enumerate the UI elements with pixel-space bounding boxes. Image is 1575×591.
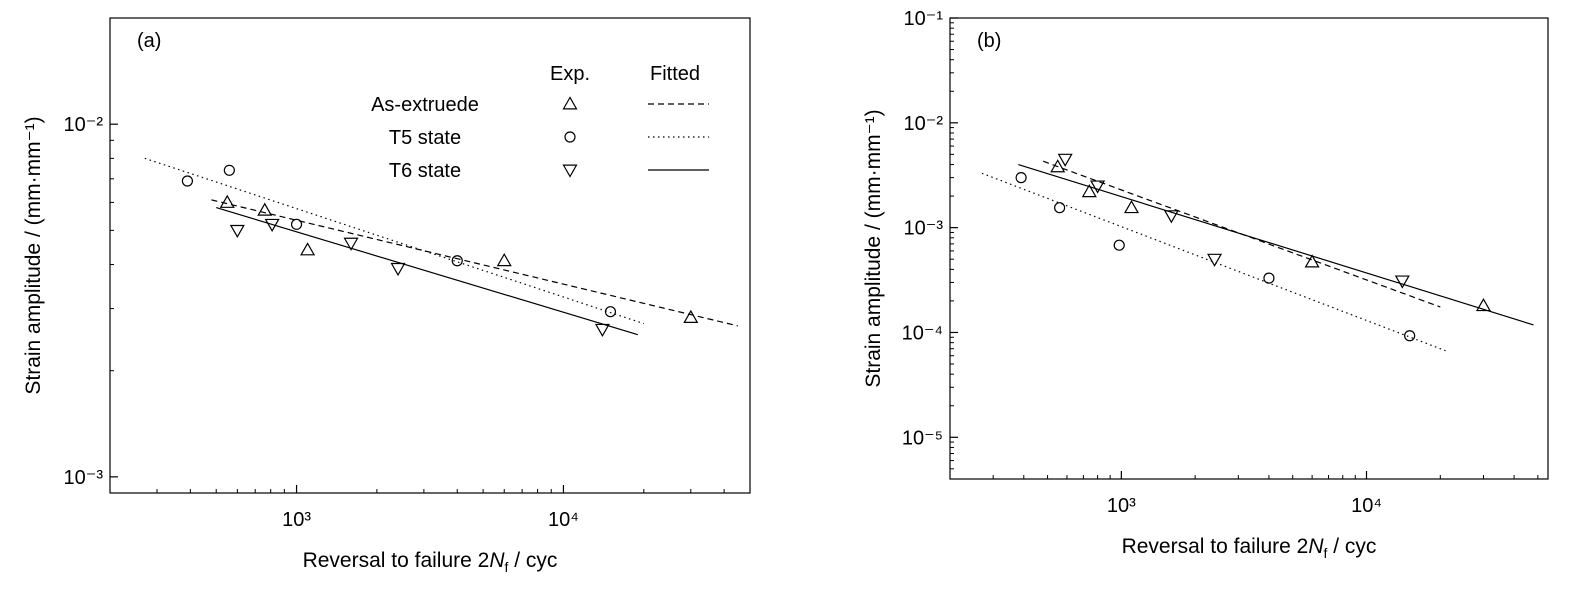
fit-line-circle	[981, 172, 1446, 352]
data-point	[1015, 172, 1027, 184]
series-triangle-up	[219, 194, 699, 323]
y-tick-label: 10⁻²	[64, 114, 104, 136]
data-point	[264, 218, 280, 233]
fit-line-circle	[144, 157, 644, 325]
data-point	[257, 202, 273, 216]
legend-label: T5 state	[389, 127, 461, 149]
data-point	[1081, 184, 1097, 198]
x-tick-label: 10³	[1107, 495, 1136, 517]
chart-panel-a: 10³ 10⁴ 10⁻³ 10⁻² Reversal to failure 2Nf / …	[22, 17, 751, 575]
x-axis-title: Reversal to failure 2Nf / cyc	[303, 549, 558, 575]
y-minor-ticks	[110, 139, 114, 494]
data-point	[290, 218, 303, 230]
data-point	[683, 309, 699, 323]
x-minor-ticks	[992, 475, 1539, 479]
series-triangle-down	[1057, 153, 1410, 289]
plot-frame	[949, 17, 1549, 480]
series-circle	[1015, 172, 1416, 342]
data-point	[223, 164, 235, 176]
series-circle	[181, 164, 617, 318]
data-point	[1207, 253, 1223, 267]
x-minor-ticks	[156, 489, 725, 493]
data-point	[1404, 330, 1416, 342]
panel-label: (a)	[137, 30, 161, 52]
fit-line-triangle-down	[216, 207, 639, 336]
data-point	[1123, 199, 1140, 214]
legend-marker	[562, 96, 578, 110]
data-point	[1475, 297, 1492, 312]
data-point	[1263, 272, 1275, 284]
y-tick-label: 10⁻³	[64, 467, 104, 489]
series-triangle-up	[1050, 159, 1492, 312]
x-tick-label: 10³	[282, 509, 311, 531]
legend-label: As-extruede	[371, 94, 479, 116]
data-point	[229, 224, 245, 239]
panel-label: (b)	[977, 30, 1001, 52]
y-minor-ticks	[950, 22, 954, 470]
y-axis-title: Strain amplitude / (mm·mm⁻¹)	[22, 116, 45, 394]
series-triangle-down	[229, 218, 610, 338]
fit-line-triangle-down	[1018, 163, 1534, 326]
data-point	[219, 194, 235, 208]
data-point	[594, 323, 610, 338]
fit-line-triangle-up	[211, 199, 738, 327]
data-point	[343, 237, 359, 251]
data-point	[1394, 275, 1410, 289]
y-axis-title: Strain amplitude / (mm·mm⁻¹)	[862, 109, 885, 387]
data-point	[1090, 180, 1106, 194]
data-point	[181, 175, 194, 187]
data-point	[1050, 159, 1066, 173]
x-tick-label: 10⁴	[548, 509, 579, 531]
data-point	[300, 242, 316, 256]
y-tick-label: 10⁻²	[904, 113, 944, 135]
data-point	[1304, 254, 1320, 268]
data-point	[1054, 202, 1066, 214]
plot-frame	[109, 17, 751, 494]
legend: Exp. Fitted As-extruede T5 state T6 state	[371, 63, 709, 182]
data-point	[1113, 239, 1125, 251]
x-axis-title: Reversal to failure 2Nf / cyc	[1122, 535, 1377, 561]
legend-marker	[564, 131, 576, 143]
x-tick-label: 10⁴	[1351, 495, 1382, 517]
y-tick-label: 10⁻³	[904, 218, 944, 240]
data-point	[390, 262, 406, 277]
legend-header-exp: Exp.	[550, 63, 590, 85]
y-tick-label: 10⁻⁴	[902, 322, 943, 344]
y-tick-label: 10⁻¹	[904, 8, 944, 30]
legend-header-fitted: Fitted	[650, 63, 700, 85]
chart-panel-b: 10³ 10⁴ 10⁻⁵ 10⁻⁴ 10⁻³ 10⁻² 10⁻¹ Reversal to fa…	[862, 8, 1549, 561]
data-point	[604, 306, 617, 318]
data-point	[1163, 210, 1179, 224]
legend-marker	[562, 164, 578, 178]
data-point	[496, 253, 512, 267]
y-tick-label: 10⁻⁵	[902, 427, 943, 449]
legend-label: T6 state	[389, 160, 461, 182]
data-point	[451, 255, 463, 267]
data-point	[1057, 153, 1073, 167]
